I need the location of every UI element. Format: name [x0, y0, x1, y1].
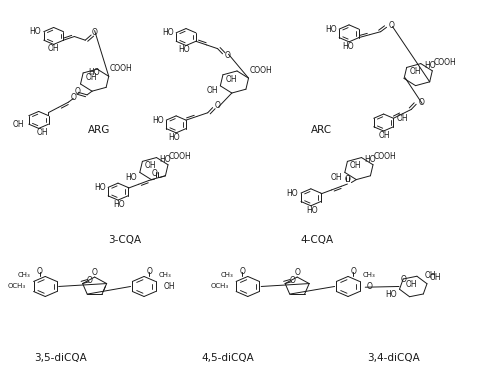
Text: CH₃: CH₃ — [220, 272, 233, 279]
Text: OH: OH — [226, 75, 237, 84]
Text: CH₃: CH₃ — [18, 272, 30, 279]
Text: O: O — [74, 87, 80, 96]
Text: O: O — [366, 282, 372, 291]
Text: HO: HO — [88, 68, 100, 77]
Text: 3-CQA: 3-CQA — [108, 235, 141, 245]
Text: OH: OH — [409, 67, 421, 76]
Text: O: O — [146, 267, 152, 276]
Text: O: O — [418, 98, 424, 107]
Text: OH: OH — [164, 282, 175, 291]
Text: COOH: COOH — [433, 58, 456, 67]
Text: OH: OH — [86, 73, 97, 82]
Text: COOH: COOH — [374, 152, 396, 161]
Text: HO: HO — [114, 200, 125, 209]
Text: 4,5-diCQA: 4,5-diCQA — [202, 353, 254, 363]
Text: HO: HO — [152, 116, 164, 125]
Text: OH: OH — [206, 86, 218, 95]
Text: COOH: COOH — [169, 152, 192, 161]
Text: 3,5-diCQA: 3,5-diCQA — [34, 353, 86, 363]
Text: ARC: ARC — [312, 125, 332, 135]
Text: OH: OH — [406, 280, 417, 289]
Text: OH: OH — [145, 161, 156, 170]
Text: ARG: ARG — [88, 125, 111, 135]
Text: OH: OH — [430, 273, 441, 282]
Text: OH: OH — [36, 128, 48, 137]
Text: O: O — [87, 276, 93, 285]
Text: 3,4-diCQA: 3,4-diCQA — [367, 353, 420, 363]
Text: O: O — [294, 268, 300, 277]
Text: HO: HO — [286, 188, 298, 197]
Text: O: O — [92, 28, 98, 37]
Text: OCH₃: OCH₃ — [210, 283, 229, 289]
Text: COOH: COOH — [110, 64, 132, 73]
Text: OH: OH — [330, 173, 342, 182]
Text: HO: HO — [342, 42, 353, 50]
Text: O: O — [152, 169, 158, 178]
Text: OH: OH — [396, 114, 408, 123]
Text: CH₃: CH₃ — [159, 272, 172, 279]
Text: HO: HO — [364, 155, 376, 164]
Text: OH: OH — [48, 44, 60, 53]
Text: O: O — [214, 101, 220, 110]
Text: HO: HO — [325, 25, 336, 34]
Text: OH: OH — [379, 131, 390, 140]
Text: HO: HO — [306, 206, 318, 215]
Text: O: O — [344, 175, 350, 184]
Text: OH: OH — [12, 120, 24, 129]
Text: OH: OH — [424, 271, 436, 280]
Text: HO: HO — [160, 155, 172, 164]
Text: O: O — [240, 267, 246, 276]
Text: HO: HO — [386, 290, 397, 299]
Text: COOH: COOH — [250, 66, 272, 75]
Text: HO: HO — [424, 61, 436, 70]
Text: HO: HO — [178, 45, 190, 54]
Text: HO: HO — [126, 173, 138, 182]
Text: CH₃: CH₃ — [363, 272, 376, 279]
Text: OCH₃: OCH₃ — [8, 283, 26, 289]
Text: HO: HO — [30, 27, 41, 36]
Text: O: O — [92, 268, 98, 277]
Text: HO: HO — [94, 183, 106, 192]
Text: O: O — [388, 21, 394, 30]
Text: 4-CQA: 4-CQA — [300, 235, 334, 245]
Text: O: O — [290, 276, 296, 285]
Text: O: O — [37, 267, 43, 276]
Text: OH: OH — [350, 161, 362, 170]
Text: O: O — [70, 93, 76, 102]
Text: HO: HO — [168, 133, 179, 142]
Text: O: O — [224, 51, 230, 60]
Text: HO: HO — [162, 28, 173, 37]
Text: O: O — [350, 267, 356, 276]
Text: O: O — [400, 275, 406, 283]
